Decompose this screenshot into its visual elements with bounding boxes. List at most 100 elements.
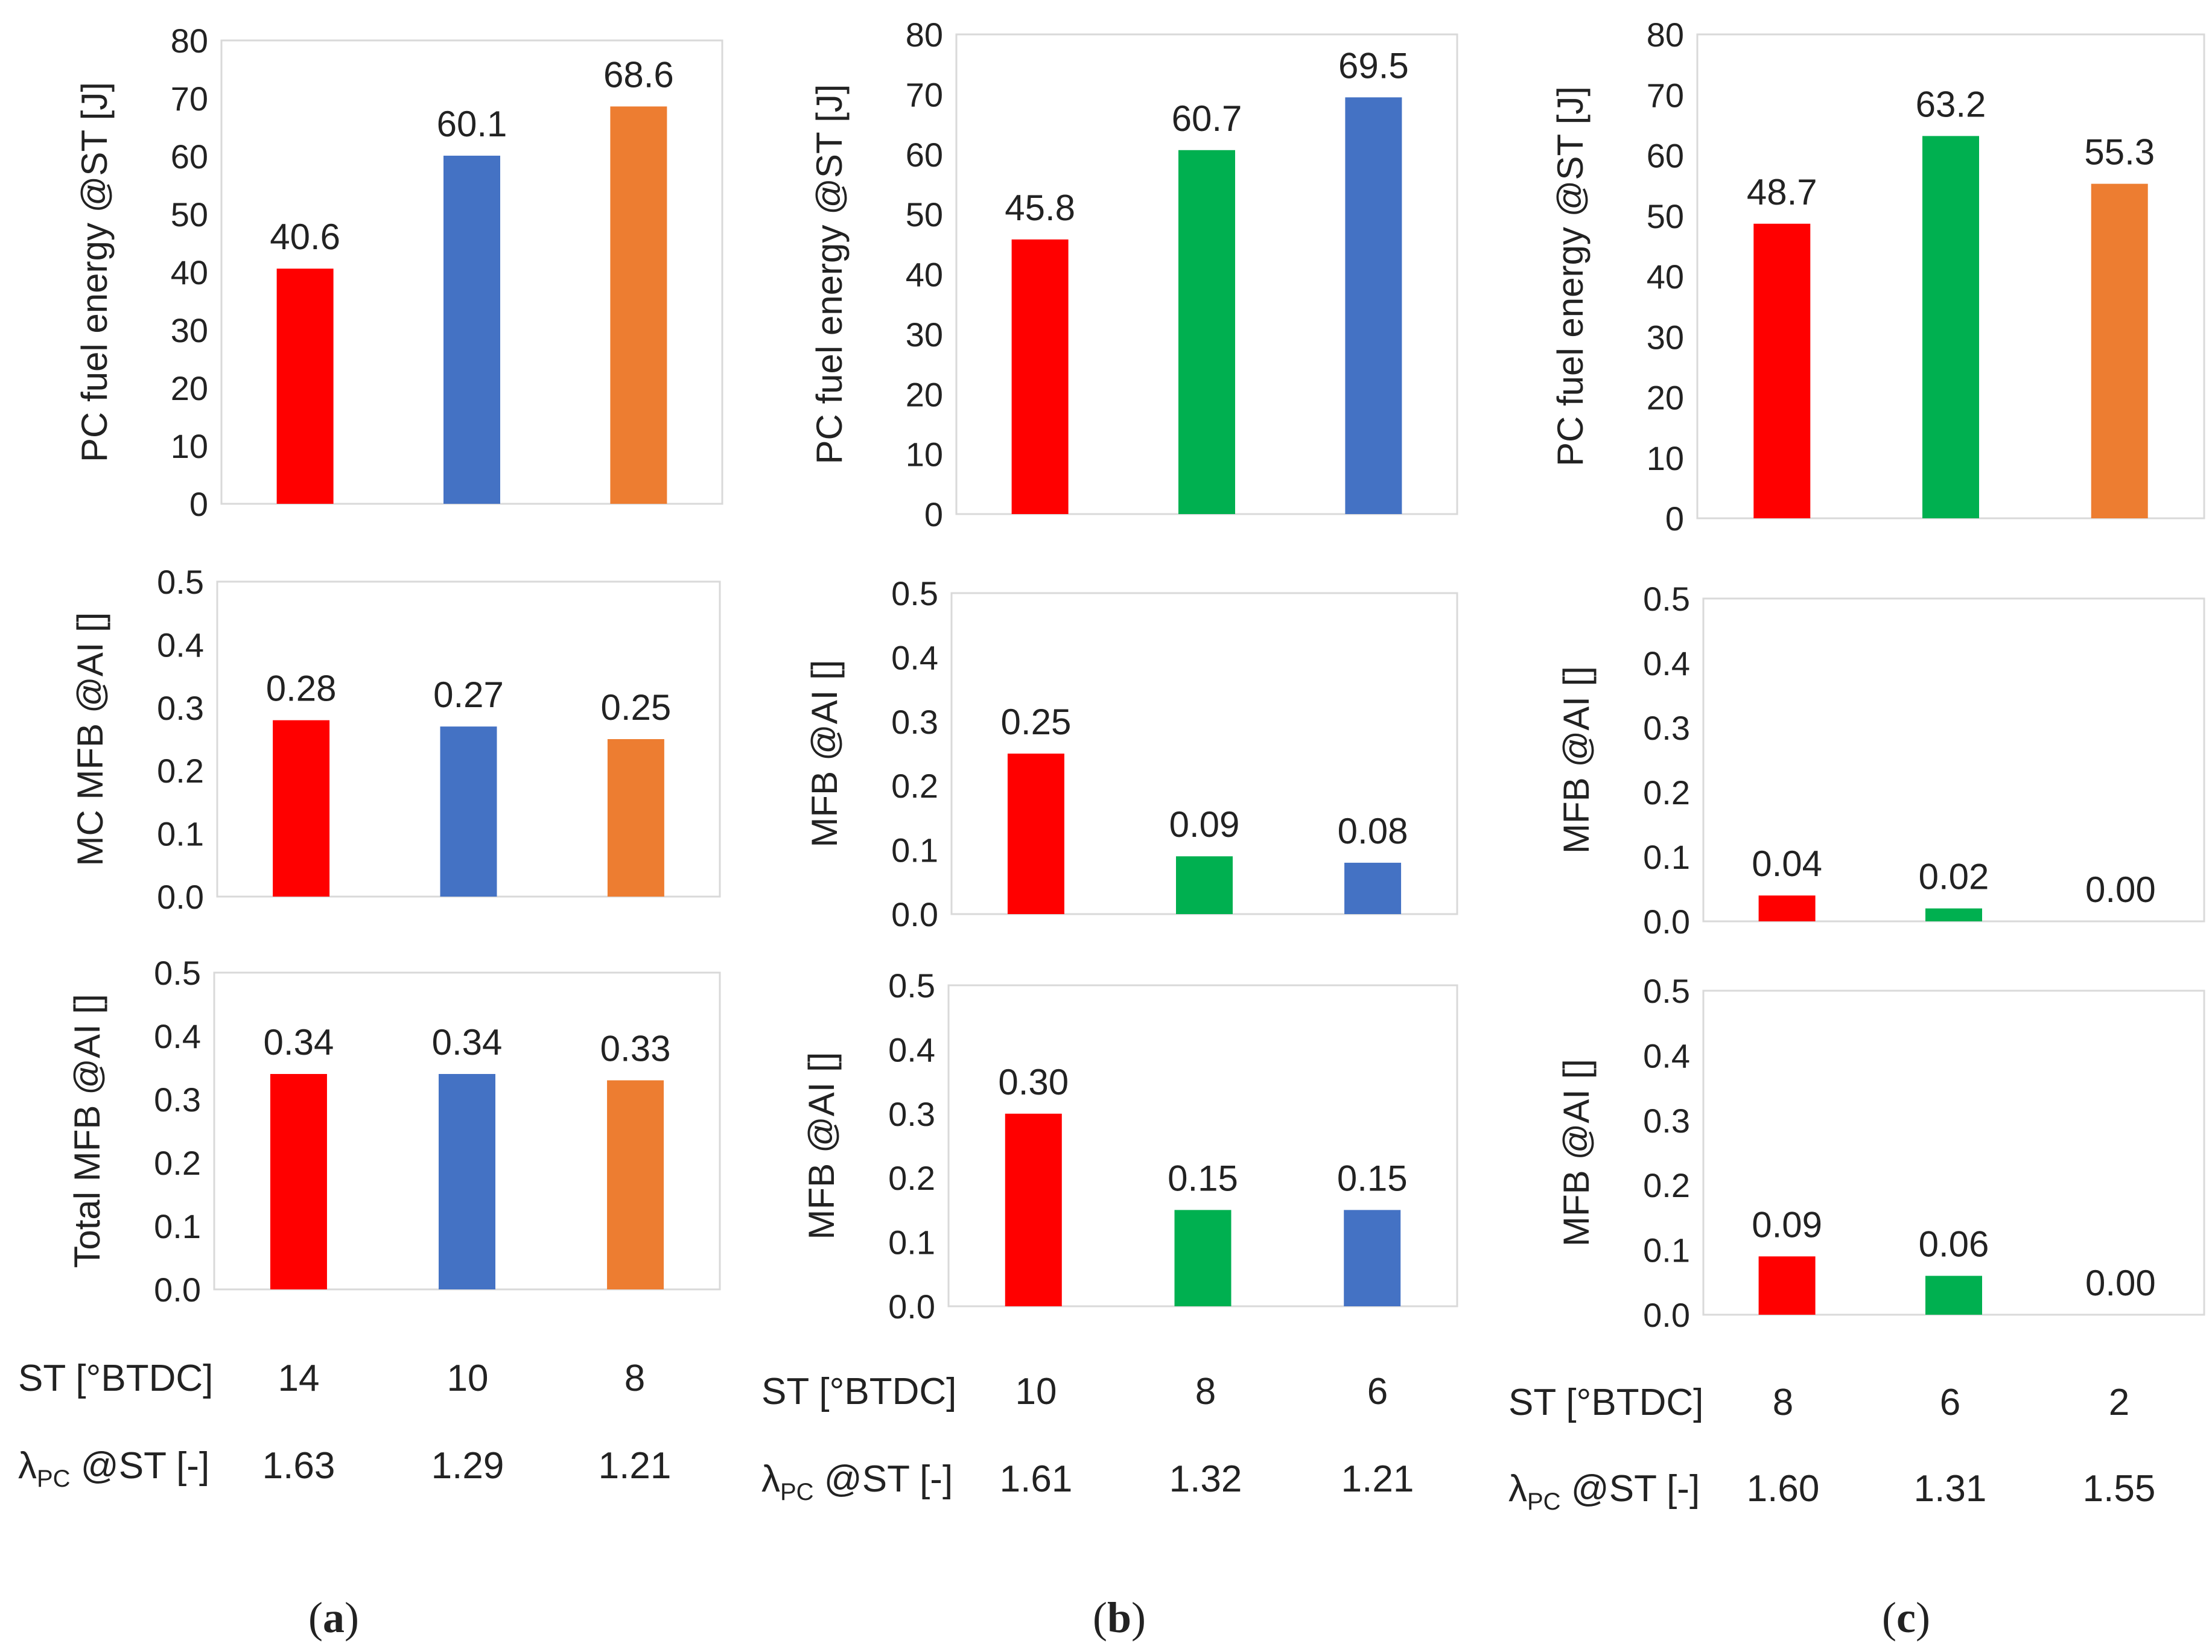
data-label: 0.02 — [1919, 857, 1989, 897]
y-tick-label: 0.4 — [888, 1031, 935, 1069]
y-axis-label: PC fuel energy @ST [J] — [809, 84, 850, 464]
tag-close: ) — [1131, 1593, 1146, 1642]
y-axis-label: MFB @AI [] — [1556, 1059, 1597, 1247]
data-label: 0.34 — [432, 1022, 503, 1063]
y-tick-label: 0 — [924, 495, 943, 533]
y-tick-label: 0.1 — [157, 815, 204, 853]
tag-close: ) — [1916, 1593, 1930, 1642]
st-value: 8 — [625, 1358, 645, 1399]
bar-a-top-2 — [610, 106, 667, 504]
y-tick-label: 0.5 — [1643, 972, 1690, 1010]
y-tick-label: 0.2 — [1643, 1166, 1690, 1204]
tag-open: ( — [1093, 1593, 1107, 1642]
y-tick-label: 0 — [1665, 500, 1684, 538]
data-label: 0.25 — [1001, 702, 1072, 742]
y-axis-label: MC MFB @AI [] — [70, 612, 110, 866]
lambda-value: 1.55 — [2083, 1468, 2156, 1510]
bar-b-mid-1 — [1176, 856, 1233, 914]
lambda-row-label: λPC @ST [-] — [18, 1445, 209, 1492]
y-tick-label: 60 — [906, 136, 943, 174]
y-tick-label: 0.0 — [1643, 903, 1690, 941]
bar-c-mid-1 — [1925, 908, 1982, 921]
y-tick-label: 50 — [906, 195, 943, 234]
data-label: 69.5 — [1338, 45, 1409, 86]
data-label: 0.09 — [1752, 1204, 1822, 1245]
st-value: 6 — [1367, 1371, 1388, 1412]
bar-b-top-1 — [1178, 150, 1235, 514]
y-tick-label: 60 — [171, 138, 208, 176]
y-tick-label: 0.5 — [154, 954, 201, 992]
lambda-unit: @ST [-] — [1561, 1468, 1700, 1510]
y-tick-label: 30 — [906, 316, 943, 354]
bar-b-mid-2 — [1344, 862, 1402, 914]
bar-c-mid-0 — [1758, 895, 1816, 921]
y-axis-label: MFB @AI [] — [1556, 666, 1597, 854]
data-label: 0.09 — [1169, 804, 1240, 845]
y-tick-label: 0.2 — [1643, 774, 1690, 812]
st-value: 6 — [1940, 1382, 1960, 1423]
bar-a-mid-0 — [273, 720, 330, 897]
data-label: 0.15 — [1337, 1158, 1408, 1198]
data-label: 0.34 — [264, 1022, 334, 1063]
y-tick-label: 0.1 — [891, 831, 938, 869]
y-axis-label: Total MFB @AI [] — [67, 994, 107, 1268]
y-tick-label: 0.2 — [891, 767, 938, 805]
st-value: 2 — [2109, 1382, 2129, 1423]
y-tick-label: 0.3 — [1643, 709, 1690, 747]
lambda-row-label: λPC @ST [-] — [1508, 1468, 1700, 1515]
y-axis-label: MFB @AI [] — [801, 1052, 842, 1240]
data-label: 55.3 — [2084, 132, 2155, 173]
tag-letter: c — [1896, 1593, 1916, 1642]
chart-c-mid: 0.0 0.1 0.2 0.3 0.4 0.5 MFB @AI [] 0.04 0.02 0.00 — [1556, 580, 2205, 941]
lambda-value: 1.21 — [599, 1445, 672, 1487]
y-tick-label: 0.5 — [1643, 580, 1690, 618]
data-label: 60.1 — [437, 104, 507, 144]
bar-a-mid-2 — [607, 739, 664, 897]
bar-b-bot-2 — [1344, 1210, 1401, 1306]
y-tick-label: 70 — [1647, 76, 1684, 114]
y-tick-label: 0.3 — [157, 689, 204, 727]
data-label: 60.7 — [1172, 98, 1242, 139]
lambda-row-label: λPC @ST [-] — [761, 1458, 953, 1505]
panel-tag-b: (b) — [1093, 1593, 1146, 1642]
bar-b-bot-0 — [1005, 1113, 1062, 1306]
lambda-unit: @ST [-] — [71, 1445, 210, 1487]
data-label: 40.6 — [270, 217, 340, 257]
y-tick-label: 10 — [171, 427, 208, 465]
bar-a-top-0 — [276, 268, 334, 504]
tag-close: ) — [345, 1593, 359, 1642]
y-tick-label: 40 — [1647, 258, 1684, 296]
data-label: 0.28 — [266, 669, 337, 709]
y-tick-label: 0.5 — [891, 574, 938, 612]
y-tick-label: 70 — [171, 80, 208, 118]
data-label: 0.04 — [1752, 843, 1822, 884]
data-label: 68.6 — [603, 54, 674, 95]
y-tick-label: 10 — [1647, 439, 1684, 477]
lambda-symbol: λ — [1508, 1468, 1527, 1510]
bar-c-bot-1 — [1925, 1276, 1982, 1315]
panel-tag-a: (a) — [308, 1593, 359, 1642]
y-tick-label: 0.2 — [154, 1144, 201, 1182]
bar-c-top-0 — [1753, 223, 1811, 518]
y-tick-label: 0.4 — [1643, 1037, 1690, 1075]
lambda-value: 1.61 — [1000, 1458, 1073, 1500]
bar-a-bot-0 — [270, 1074, 327, 1289]
y-tick-label: 10 — [906, 436, 943, 474]
y-tick-label: 0.1 — [888, 1224, 935, 1262]
st-value: 14 — [278, 1358, 320, 1399]
st-row-label: ST [°BTDC] — [761, 1371, 956, 1412]
y-tick-label: 0.1 — [154, 1207, 201, 1245]
params-table-c: ST [°BTDC] 8 6 2 λPC @ST [-] 1.60 1.31 1.55 — [1508, 1382, 2155, 1515]
chart-a-bot: 0.0 0.1 0.2 0.3 0.4 0.5 Total MFB @AI [] 0.34 0.… — [67, 954, 721, 1309]
y-tick-label: 70 — [906, 75, 943, 113]
y-tick-label: 20 — [906, 375, 943, 413]
y-tick-label: 0.0 — [891, 895, 938, 933]
params-table-a: ST [°BTDC] 14 10 8 λPC @ST [-] 1.63 1.29 1.21 — [18, 1358, 671, 1492]
chart-b-bot: 0.0 0.1 0.2 0.3 0.4 0.5 MFB @AI [] 0.30 0.15 0.15 — [801, 967, 1458, 1326]
y-tick-label: 0.0 — [154, 1271, 201, 1309]
y-tick-label: 80 — [171, 22, 208, 60]
st-row-label: ST [°BTDC] — [1508, 1382, 1703, 1423]
y-tick-label: 0.4 — [891, 638, 938, 676]
data-label: 48.7 — [1747, 172, 1817, 212]
y-tick-label: 40 — [171, 253, 208, 291]
